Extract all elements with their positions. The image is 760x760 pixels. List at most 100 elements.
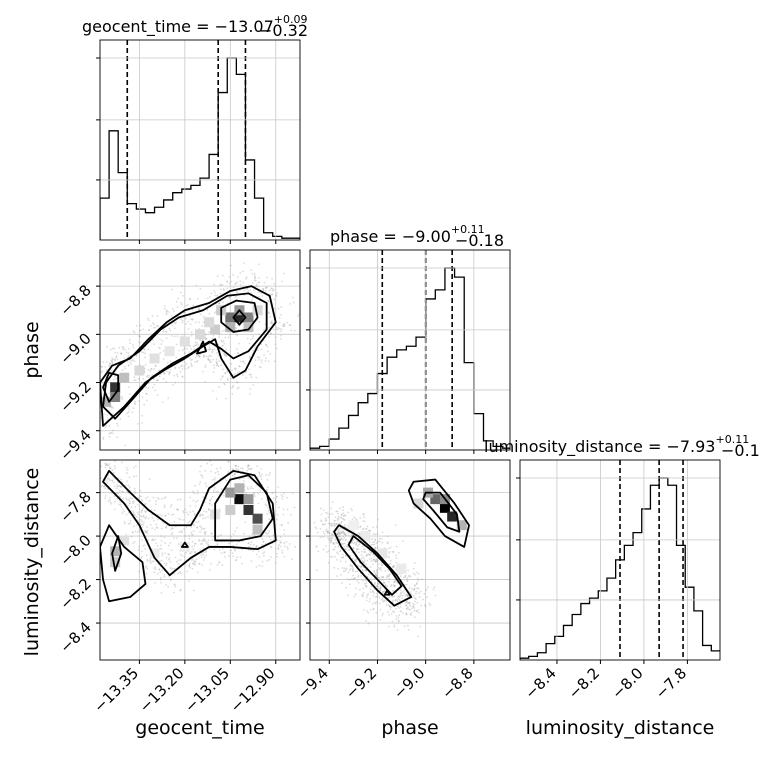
scatter-point (402, 540, 404, 543)
scatter-point (273, 298, 276, 301)
scatter-point (419, 590, 422, 593)
scatter-point (195, 343, 198, 346)
scatter-point (151, 315, 154, 317)
scatter-point (382, 581, 385, 584)
scatter-point (351, 564, 353, 567)
scatter-point (374, 548, 377, 551)
scatter-point (114, 359, 116, 362)
histogram-bar (397, 350, 407, 450)
scatter-point (124, 348, 126, 351)
scatter-point (120, 458, 122, 460)
scatter-point (154, 528, 157, 531)
scatter-point (191, 540, 194, 543)
scatter-point (413, 616, 416, 619)
scatter-point (157, 498, 160, 500)
scatter-point (144, 364, 147, 366)
scatter-point (349, 554, 352, 557)
scatter-point (375, 559, 378, 562)
scatter-point (267, 336, 270, 339)
scatter-point (179, 589, 182, 592)
scatter-point (136, 503, 139, 506)
scatter-point (234, 473, 237, 476)
scatter-point (174, 585, 177, 588)
scatter-point (342, 556, 344, 559)
scatter-point (165, 564, 168, 567)
scatter-point (198, 539, 201, 542)
scatter-point (114, 460, 116, 462)
scatter-point (249, 543, 252, 546)
scatter-point (411, 588, 414, 590)
scatter-point (195, 558, 198, 561)
scatter-point (198, 515, 201, 518)
scatter-point (374, 596, 377, 599)
scatter-point (355, 542, 357, 545)
scatter-point (249, 487, 252, 490)
scatter-point (344, 568, 347, 571)
scatter-point (342, 543, 345, 545)
scatter-point (288, 542, 291, 545)
scatter-point (227, 554, 230, 557)
scatter-point (127, 484, 130, 487)
scatter-point (259, 474, 261, 477)
scatter-point (281, 551, 284, 554)
scatter-point (407, 624, 409, 627)
scatter-point (179, 291, 182, 294)
scatter-point (108, 425, 111, 427)
scatter-point (341, 553, 344, 556)
scatter-point (379, 587, 381, 590)
scatter-point (404, 576, 407, 579)
scatter-point (392, 584, 395, 587)
scatter-point (359, 526, 362, 529)
histogram-bar (164, 200, 173, 240)
scatter-point (403, 625, 406, 628)
scatter-point (374, 546, 377, 549)
scatter-point (194, 550, 197, 553)
scatter-point (262, 289, 265, 292)
scatter-point (373, 569, 376, 572)
scatter-point (355, 587, 358, 590)
scatter-point (221, 344, 224, 347)
scatter-point (175, 300, 178, 303)
scatter-point (204, 533, 207, 535)
scatter-point (168, 373, 170, 375)
scatter-point (230, 386, 233, 389)
histogram-bar (624, 545, 633, 660)
scatter-point (109, 362, 112, 365)
scatter-point (274, 541, 277, 544)
scatter-point (150, 368, 153, 370)
scatter-point (390, 612, 393, 615)
scatter-point (348, 568, 351, 571)
scatter-point (396, 596, 399, 599)
scatter-point (332, 542, 335, 545)
scatter-point (196, 571, 199, 574)
scatter-point (151, 560, 153, 563)
scatter-point (260, 343, 262, 346)
scatter-point (327, 536, 329, 539)
scatter-point (327, 538, 330, 541)
scatter-point (134, 492, 137, 495)
scatter-point (106, 414, 109, 416)
scatter-point (422, 598, 424, 601)
scatter-point (121, 512, 124, 515)
scatter-point (97, 432, 99, 434)
scatter-point (373, 571, 376, 573)
scatter-point (351, 541, 354, 544)
scatter-point (414, 585, 416, 588)
scatter-point (369, 608, 372, 611)
scatter-point (123, 520, 126, 523)
scatter-point (258, 295, 260, 298)
scatter-point (137, 378, 140, 381)
scatter-point (267, 531, 270, 534)
scatter-point (173, 583, 176, 586)
scatter-point (252, 384, 255, 386)
scatter-point (176, 537, 178, 540)
scatter-point (102, 438, 105, 440)
scatter-point (128, 338, 131, 341)
scatter-point (107, 477, 110, 479)
scatter-point (371, 602, 374, 605)
scatter-point (202, 551, 205, 554)
scatter-point (243, 362, 246, 365)
scatter-point (331, 532, 333, 535)
scatter-point (278, 316, 281, 319)
